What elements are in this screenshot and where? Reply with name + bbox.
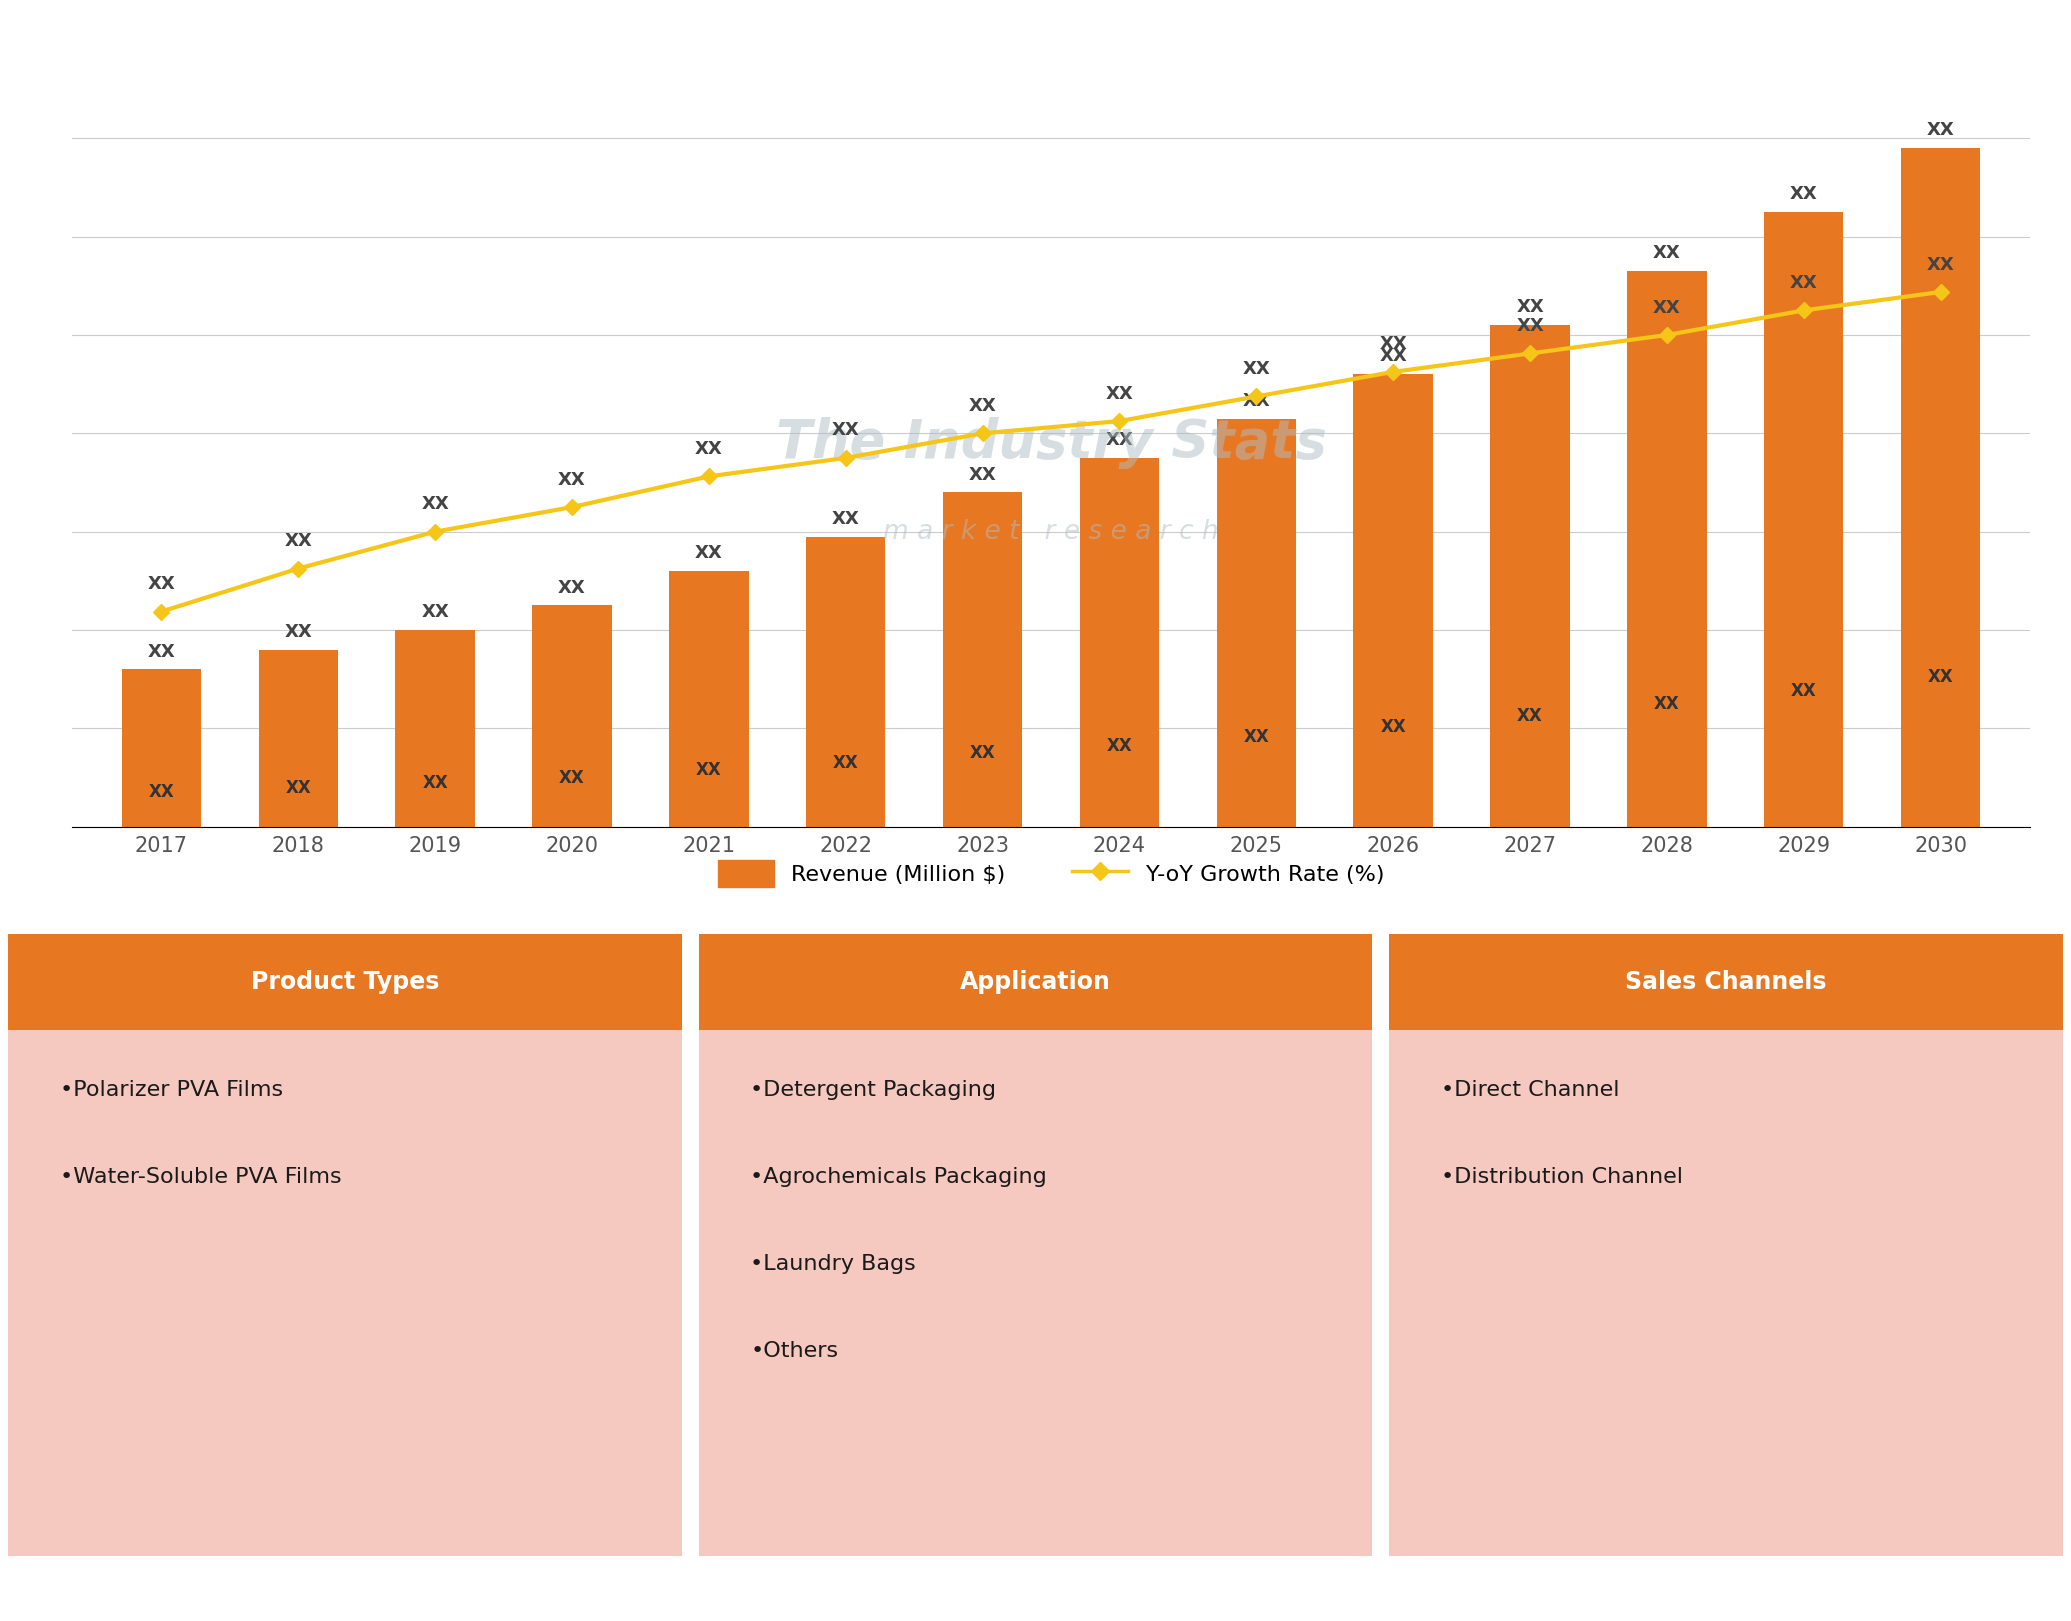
Bar [1628, 271, 1707, 827]
Text: Application: Application [961, 969, 1110, 994]
Text: •Detergent Packaging: •Detergent Packaging [750, 1080, 996, 1101]
Text: XX: XX [1379, 347, 1406, 365]
Text: XX: XX [1653, 298, 1682, 316]
Text: XX: XX [1106, 736, 1133, 755]
Text: XX: XX [1655, 695, 1680, 713]
Text: XX: XX [1926, 122, 1955, 139]
Text: XX: XX [969, 465, 996, 483]
Text: m a r k e t   r e s e a r c h: m a r k e t r e s e a r c h [882, 519, 1220, 545]
Text: XX: XX [1106, 384, 1133, 402]
Text: •Direct Channel: •Direct Channel [1441, 1080, 1620, 1101]
Text: XX: XX [1516, 298, 1543, 316]
Text: Sales Channels: Sales Channels [1626, 969, 1827, 994]
Bar [1079, 459, 1160, 827]
Text: XX: XX [696, 545, 723, 562]
Text: •Polarizer PVA Films: •Polarizer PVA Films [60, 1080, 284, 1101]
Text: •Agrochemicals Packaging: •Agrochemicals Packaging [750, 1167, 1048, 1187]
Text: XX: XX [559, 768, 584, 788]
Text: XX: XX [833, 421, 859, 439]
Text: XX: XX [1243, 360, 1270, 378]
Text: XX: XX [1243, 728, 1270, 746]
Bar [259, 650, 338, 827]
Text: XX: XX [559, 470, 586, 488]
Text: Fig. Global Polyvinyl Alcohol Films Market Status and Outlook: Fig. Global Polyvinyl Alcohol Films Mark… [37, 31, 1056, 58]
Text: XX: XX [147, 642, 176, 660]
Text: XX: XX [969, 744, 996, 762]
Text: XX: XX [284, 622, 313, 640]
Bar [1354, 374, 1433, 827]
Bar [698, 934, 1373, 1031]
Text: XX: XX [286, 778, 311, 798]
Text: The Industry Stats: The Industry Stats [777, 417, 1325, 468]
Text: XX: XX [1653, 245, 1682, 263]
Bar [1901, 148, 1980, 827]
Text: XX: XX [1243, 392, 1270, 410]
Text: Product Types: Product Types [251, 969, 439, 994]
Text: XX: XX [147, 575, 176, 593]
Text: XX: XX [420, 603, 449, 621]
Text: XX: XX [1106, 431, 1133, 449]
Text: XX: XX [284, 532, 313, 550]
Bar [8, 934, 681, 1031]
Legend: Revenue (Million $), Y-oY Growth Rate (%): Revenue (Million $), Y-oY Growth Rate (%… [708, 851, 1394, 896]
Text: XX: XX [833, 509, 859, 528]
Bar [1764, 212, 1843, 827]
Text: XX: XX [1789, 274, 1818, 292]
Bar [1491, 326, 1570, 827]
Text: •Distribution Channel: •Distribution Channel [1441, 1167, 1684, 1187]
Text: Website: www.theindustrystats.com: Website: www.theindustrystats.com [1388, 1579, 1787, 1598]
Text: •Laundry Bags: •Laundry Bags [750, 1255, 915, 1274]
Bar [942, 493, 1023, 827]
Text: XX: XX [420, 496, 449, 514]
Bar [1216, 418, 1296, 827]
Text: XX: XX [833, 754, 859, 772]
Text: XX: XX [1379, 336, 1406, 353]
Text: •Others: •Others [750, 1342, 839, 1362]
Bar [122, 669, 201, 827]
Bar [698, 1031, 1373, 1556]
Bar [1390, 934, 2063, 1031]
Text: XX: XX [696, 762, 723, 780]
Text: XX: XX [559, 579, 586, 597]
Text: XX: XX [1518, 707, 1543, 725]
Text: XX: XX [1928, 668, 1953, 686]
Text: XX: XX [149, 783, 174, 801]
Text: XX: XX [1379, 718, 1406, 736]
Text: XX: XX [1516, 318, 1543, 336]
Bar [532, 606, 611, 827]
Text: XX: XX [1926, 256, 1955, 274]
Bar [806, 537, 886, 827]
Text: XX: XX [969, 397, 996, 415]
Text: XX: XX [696, 439, 723, 459]
Bar [396, 631, 474, 827]
Text: •Water-Soluble PVA Films: •Water-Soluble PVA Films [60, 1167, 342, 1187]
Bar [669, 571, 748, 827]
Text: XX: XX [1789, 185, 1818, 203]
Text: Source: Theindustrystats Analysis: Source: Theindustrystats Analysis [21, 1579, 396, 1598]
Bar [1390, 1031, 2063, 1556]
Bar [8, 1031, 681, 1556]
Text: XX: XX [422, 775, 447, 793]
Text: Email: sales@theindustrystats.com: Email: sales@theindustrystats.com [725, 1579, 1110, 1598]
Text: XX: XX [1791, 682, 1816, 700]
